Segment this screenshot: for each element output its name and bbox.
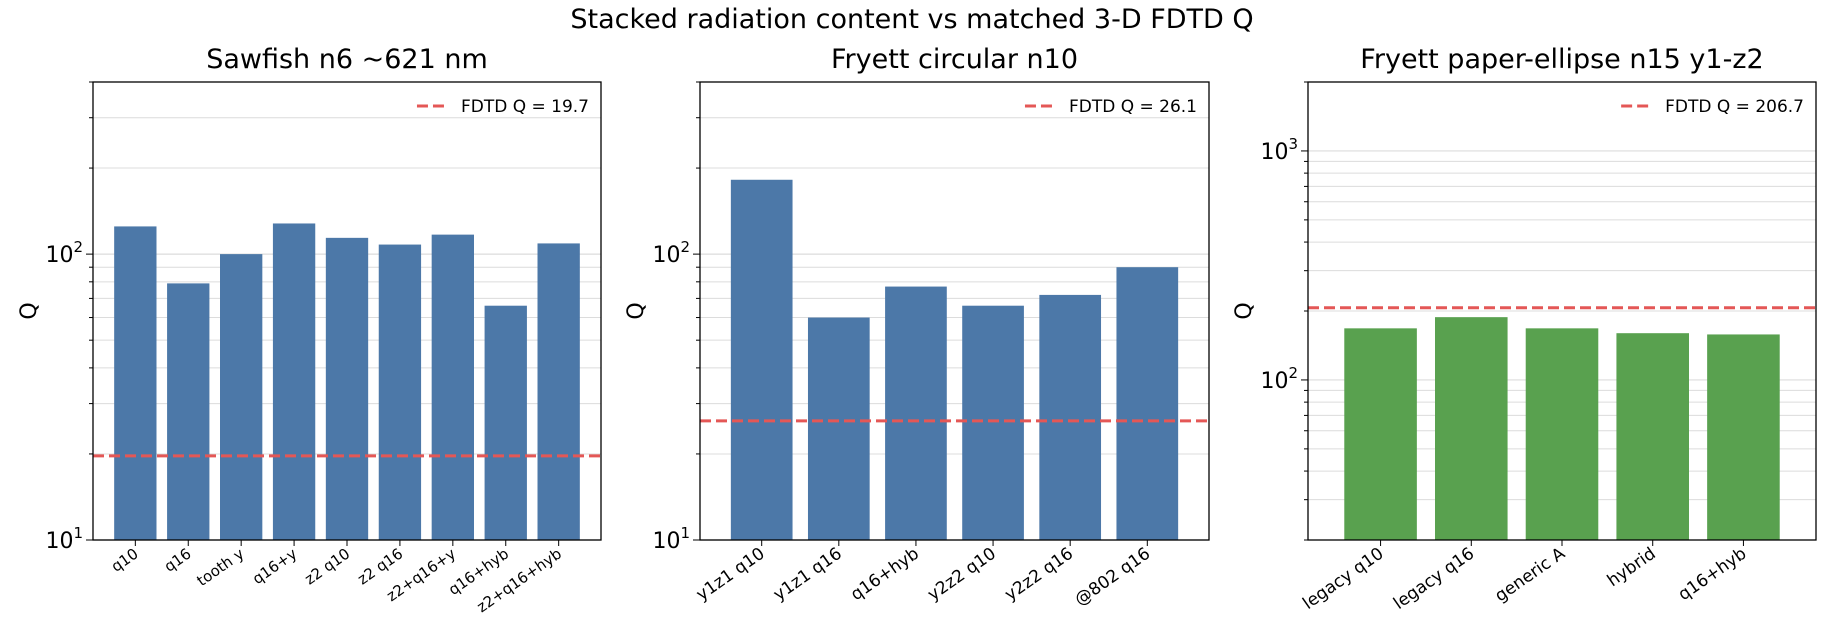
bar-q16-hyb xyxy=(885,286,947,540)
x-tick-label: generic A xyxy=(1491,544,1569,607)
x-tick-label: legacy q16 xyxy=(1390,544,1478,614)
y-tick-label: 103 xyxy=(1260,135,1298,165)
y-tick-label: 101 xyxy=(45,524,83,554)
bar-q16-hyb xyxy=(1707,334,1780,540)
chart-panel-3: legacy q10 legacy q16 generic A hybrid q16+h… xyxy=(1232,44,1817,614)
y-tick-label: 102 xyxy=(45,238,83,268)
panel-title: Fryett circular n10 xyxy=(831,44,1078,75)
y-tick-label: 101 xyxy=(652,524,690,554)
x-tick-label: y2z2 q16 xyxy=(1001,544,1077,605)
bar-q16-hyb xyxy=(484,305,527,540)
legend-label: FDTD Q = 26.1 xyxy=(1069,97,1197,117)
x-tick-label: q16+y xyxy=(249,544,300,588)
bar-q16-y xyxy=(272,223,316,540)
bar-z2-q16-y xyxy=(431,234,474,540)
axes-frame xyxy=(699,81,1210,541)
bar-q10 xyxy=(114,226,157,540)
panel-title: Fryett paper-ellipse n15 y1-z2 xyxy=(1360,44,1763,75)
bar-y2z2-q16 xyxy=(1039,294,1102,540)
bar-z2-q10 xyxy=(325,237,369,540)
y-axis-label: Q xyxy=(17,302,42,319)
bar-generic-a xyxy=(1525,328,1599,540)
bar-legacy-q10 xyxy=(1344,328,1417,540)
x-tick-label: y1z1 q16 xyxy=(770,544,846,605)
y-axis-label: Q xyxy=(1232,302,1257,319)
x-tick-label: y1z1 q10 xyxy=(693,544,769,605)
y-axis-label: Q xyxy=(624,302,649,319)
x-tick-label: q16+hyb xyxy=(847,544,923,605)
panel-title: Sawfish n6 ~621 nm xyxy=(206,44,488,75)
legend-label: FDTD Q = 19.7 xyxy=(461,97,589,117)
x-tick-label: y2z2 q10 xyxy=(924,544,1000,605)
legend-label: FDTD Q = 206.7 xyxy=(1665,97,1804,117)
bar--802-q16 xyxy=(1116,267,1179,540)
x-tick-label: q16 xyxy=(161,545,195,576)
x-tick-label: legacy q10 xyxy=(1299,544,1387,614)
bar-q16 xyxy=(167,283,210,540)
y-tick-label: 102 xyxy=(1260,364,1298,394)
bar-y1z1-q10 xyxy=(730,179,793,540)
x-tick-label: z2 q10 xyxy=(301,545,353,589)
bar-tooth-y xyxy=(220,254,263,540)
bar-y1z1-q16 xyxy=(807,317,870,540)
bar-z2-q16 xyxy=(378,244,422,541)
x-tick-label: @802 q16 xyxy=(1071,544,1154,610)
x-tick-label: tooth y xyxy=(193,544,247,589)
axes-frame xyxy=(1307,81,1817,541)
bar-z2-q16-hyb xyxy=(537,243,580,540)
y-tick-label: 102 xyxy=(652,238,690,268)
axes-frame xyxy=(92,81,602,541)
x-tick-label: q16+hyb xyxy=(1675,544,1751,605)
bar-legacy-q16 xyxy=(1435,317,1508,540)
figure-title: Stacked radiation content vs matched 3-D… xyxy=(570,4,1254,35)
bar-y2z2-q10 xyxy=(962,305,1024,540)
x-tick-label: q10 xyxy=(108,545,142,576)
x-tick-label: hybrid xyxy=(1604,544,1660,591)
chart-panel-2: y1z1 q10 y1z1 q16 q16+hyb y2z2 q10 y2z2 q16@… xyxy=(624,44,1210,610)
bar-hybrid xyxy=(1616,333,1689,540)
